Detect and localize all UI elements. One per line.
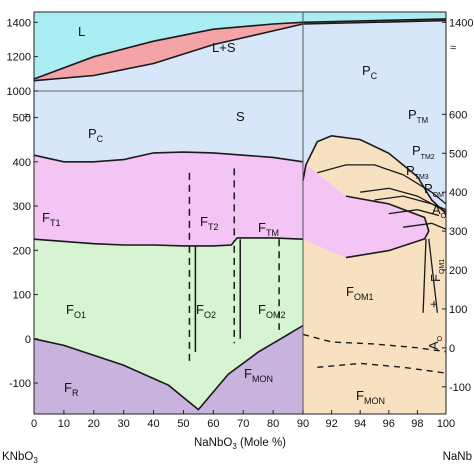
line-orthorhombic-rhombohedral (33, 324, 304, 411)
region-solid (34, 20, 446, 92)
x-tick-label: 50 (177, 418, 189, 430)
phase-label: S (236, 109, 245, 124)
line-cubic-right (302, 134, 447, 215)
y-tick-label-right: 600 (449, 109, 467, 121)
phase-label: PTM3 (406, 163, 429, 181)
phase-label: PC (88, 126, 104, 144)
x-tick-label: 80 (267, 418, 279, 430)
phase-label: FOM1 (428, 259, 446, 282)
y-tick-label-right: 0 (449, 343, 455, 355)
x-tick-label: 70 (237, 418, 249, 430)
x-tick-label: 96 (383, 418, 395, 430)
y-tick-label-right: 1400 (449, 17, 473, 29)
phase-label: FT1 (42, 210, 60, 228)
y-tick-label-left: 1200 (7, 52, 31, 64)
y-tick-label-left: 400 (13, 157, 31, 169)
y-tick-label-left: 1400 (7, 17, 31, 29)
phase-label: FOM2 (258, 302, 285, 320)
y-tick-label-left: 100 (13, 290, 31, 302)
x-tick-label: 90 (297, 418, 309, 430)
line-tetragonal-lobe (345, 195, 430, 259)
y-tick-label-left: 200 (13, 245, 31, 257)
y-tick-label-left: -100 (9, 378, 31, 390)
region-liquid-solid (34, 18, 446, 81)
x-tick-label: 30 (118, 418, 130, 430)
x-tick-label: 20 (88, 418, 100, 430)
phase-label: FO2 (196, 302, 216, 320)
region-tetragonal-lobe (303, 161, 429, 258)
x-tick-label: 10 (58, 418, 70, 430)
x-end-label-left: KNbO3 (2, 451, 38, 465)
x-end-label-right: NaNb (443, 451, 472, 463)
line-ao-left (422, 238, 427, 313)
y-tick-label-left: 1000 (7, 86, 31, 98)
line-na-rich-3 (388, 209, 440, 217)
region-orthorhombic (34, 237, 303, 410)
line-na-rich-2 (374, 195, 447, 211)
phase-label: FR (64, 380, 79, 398)
y-tick-label-left: 500 (13, 113, 31, 125)
y-tick-label-right: 200 (449, 265, 467, 277)
y-tick-label-right: 400 (449, 187, 467, 199)
axis-break-right: ≈ (450, 42, 456, 54)
x-tick-label: 92 (325, 418, 337, 430)
x-tick-label: 98 (411, 418, 423, 430)
phase-label: PTM2 (412, 143, 435, 161)
y-tick-label-right: 300 (449, 226, 467, 238)
axis-break-left: ≈ (24, 110, 30, 122)
phase-label: FMON (244, 366, 273, 384)
phase-label: FO1 (66, 302, 86, 320)
phase-regions (34, 12, 446, 414)
phase-label: FOM1 (346, 284, 373, 302)
region-rhombohedral (34, 325, 303, 414)
region-tetragonal (34, 152, 303, 246)
phase-label: L+S (212, 40, 236, 55)
line-tetragonal-orthorhombic (33, 237, 304, 247)
line-ao-right (428, 238, 439, 313)
phase-label: PC (362, 63, 378, 81)
line-na-rich-0 (317, 164, 447, 205)
y-tick-label-left: 0 (25, 334, 31, 346)
line-na-rich-4 (403, 222, 447, 230)
phase-labels: L L+S S PC PC FT1 FT2 FTM FO1 FO2 FOM2 FR FMON PTM PTM… (42, 24, 447, 406)
y-tick-label-right: -100 (449, 382, 471, 394)
x-tick-label: 0 (31, 418, 37, 430)
y-tick-label-left: 300 (13, 201, 31, 213)
phase-label: FMON (356, 388, 385, 406)
x-axis-title: NaNbO3 (Mole %) (194, 437, 286, 451)
region-cubic-right (303, 91, 446, 214)
plot-frame (33, 11, 447, 415)
phase-label: AO (426, 335, 444, 350)
y-tick-label-right: 100 (449, 304, 467, 316)
plot-border (33, 11, 447, 415)
phase-label: + (426, 300, 441, 308)
phase-label: POM (424, 181, 444, 199)
region-liquid (34, 12, 446, 79)
x-tick-label: 60 (207, 418, 219, 430)
phase-label: L (78, 24, 85, 39)
axis-ticks: ≈≈0 10 20 30 40 50 60 70 80 90 92 94 96 98 10010001200… (2, 17, 473, 465)
phase-label: FTM (258, 220, 279, 238)
phase-label: AO (432, 202, 447, 220)
line-cubic-tetragonal (33, 151, 304, 163)
x-tick-label: 94 (354, 418, 366, 430)
dash-na-rich-1 (302, 333, 447, 353)
x-tick-label: 100 (437, 418, 455, 430)
phase-label: FT2 (200, 214, 218, 232)
x-tick-label: 40 (147, 418, 159, 430)
y-tick-label-right: 500 (449, 148, 467, 160)
region-cubic-left (34, 91, 303, 162)
phase-label: PTM (408, 107, 429, 125)
